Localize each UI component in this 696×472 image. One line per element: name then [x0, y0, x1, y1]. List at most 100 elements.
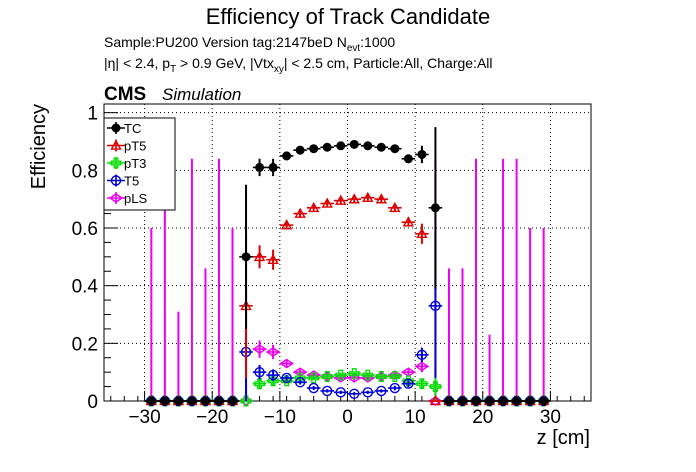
data-point [468, 158, 484, 406]
marker [389, 382, 401, 394]
marker [240, 395, 252, 407]
marker [254, 378, 266, 390]
marker [309, 144, 319, 154]
marker [200, 396, 210, 406]
data-point [279, 219, 294, 230]
subtitle-cut-3: | < 2.5 cm, Particle:All, Charge:All [284, 55, 493, 71]
data-point [522, 227, 538, 406]
data-point [415, 378, 429, 390]
marker [255, 162, 265, 172]
legend-label: pLS [124, 191, 147, 206]
marker [539, 396, 549, 406]
data-point [428, 395, 443, 406]
data-point [469, 396, 483, 406]
marker [187, 396, 197, 406]
data-point [320, 371, 334, 382]
data-point [144, 227, 159, 406]
marker [280, 219, 293, 230]
legend-item-pls: pLS [107, 191, 147, 206]
data-point [279, 358, 294, 369]
x-tick-label: 0 [342, 407, 353, 428]
data-point [333, 369, 348, 381]
data-point [482, 334, 497, 406]
data-point [361, 141, 375, 151]
data-point [320, 142, 334, 152]
data-point [225, 396, 240, 406]
data-point [347, 368, 362, 380]
series-layer [144, 127, 551, 407]
data-point [374, 371, 389, 382]
data-point [198, 268, 213, 406]
marker [416, 378, 428, 390]
marker [308, 382, 319, 394]
data-point [306, 382, 321, 394]
data-point [361, 191, 375, 203]
marker [241, 252, 251, 262]
data-point [347, 139, 362, 149]
data-point [414, 360, 430, 373]
data-point [536, 227, 551, 406]
marker [349, 139, 359, 149]
data-point [495, 158, 511, 406]
data-point [306, 372, 321, 384]
marker [267, 369, 279, 381]
marker [376, 142, 386, 152]
marker [416, 349, 428, 361]
subtitle-cut-1: |η| < 2.4, p [104, 55, 170, 71]
legend-item-t5: T5 [107, 174, 139, 189]
marker [347, 373, 362, 383]
x-tick-label: 20 [472, 407, 493, 428]
data-point [401, 378, 416, 389]
data-point [252, 245, 267, 269]
grid-lines [104, 104, 591, 402]
data-point [415, 347, 429, 363]
data-point [158, 396, 172, 406]
data-point [388, 201, 402, 213]
marker [295, 145, 305, 155]
data-point [320, 197, 334, 208]
data-point [171, 396, 186, 406]
marker [417, 149, 427, 159]
y-axis-label: Efficiency [28, 104, 50, 189]
data-point [306, 201, 321, 213]
data-point [388, 144, 402, 154]
marker [267, 253, 279, 265]
data-point [374, 193, 389, 204]
data-point [536, 396, 551, 406]
marker [389, 201, 401, 213]
marker [110, 139, 122, 150]
data-point [225, 227, 240, 406]
chart-title: Efficiency of Track Candidate [206, 4, 491, 29]
marker [429, 395, 442, 406]
legend-label: pT5 [124, 139, 146, 154]
data-point [279, 372, 294, 384]
marker [430, 300, 441, 312]
marker [375, 371, 387, 382]
y-tick-label: 0.8 [72, 161, 98, 182]
data-point [374, 142, 389, 152]
chart-subtitle-line1: Sample:PU200 Version tag:2147beD Nevt:10… [104, 34, 395, 54]
marker [335, 369, 347, 381]
marker [471, 396, 481, 406]
subtitle-cut-sub-2: xy [274, 64, 284, 75]
y-tick-label: 0.6 [72, 219, 98, 240]
data-point [185, 396, 199, 406]
legend: TC pT5 pT3 T5 pLS [103, 117, 176, 211]
data-point [198, 396, 213, 406]
marker [214, 396, 224, 406]
data-point [279, 151, 294, 161]
marker [336, 141, 346, 151]
marker [228, 396, 238, 406]
data-point [509, 158, 524, 406]
y-tick-label: 1 [87, 104, 98, 125]
data-point [428, 127, 443, 289]
data-point [347, 388, 362, 399]
marker [525, 396, 535, 406]
y-tick-label: 0.4 [72, 277, 99, 298]
marker [362, 191, 374, 203]
marker [253, 250, 266, 262]
marker [307, 201, 320, 213]
data-point [442, 396, 456, 406]
marker [146, 396, 156, 406]
data-point [482, 396, 497, 406]
